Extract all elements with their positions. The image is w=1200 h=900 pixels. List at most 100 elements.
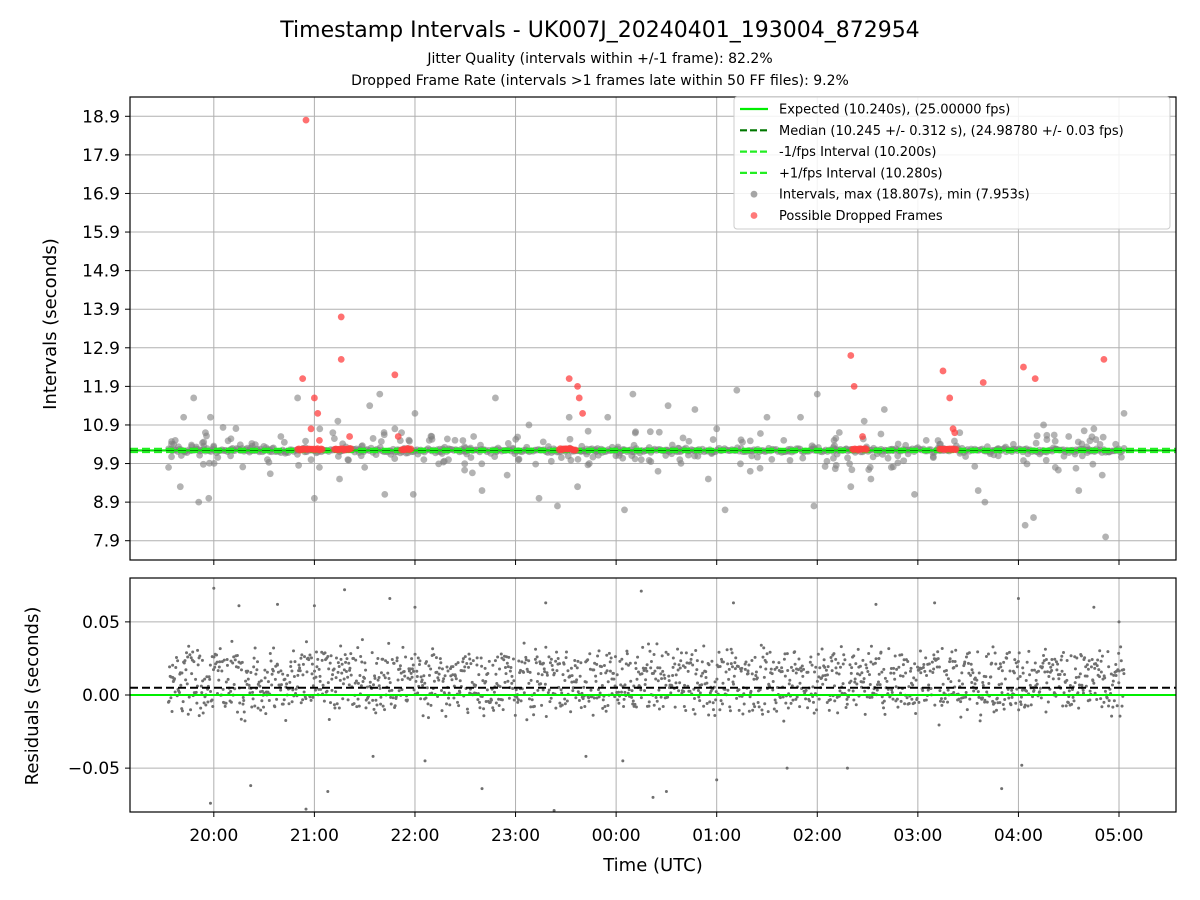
- residual-point: [773, 667, 777, 671]
- interval-point: [866, 463, 874, 471]
- residual-point: [746, 671, 750, 675]
- residual-point: [483, 666, 487, 670]
- residual-point: [1071, 695, 1075, 699]
- residual-point: [314, 675, 318, 679]
- residual-point: [488, 700, 492, 704]
- residual-point: [458, 690, 462, 694]
- dropped-frame-point: [337, 355, 345, 363]
- interval-point: [334, 417, 342, 425]
- residual-point: [844, 706, 848, 710]
- residual-point: [1122, 672, 1126, 676]
- residual-point: [477, 700, 481, 704]
- residual-point: [885, 679, 889, 683]
- residual-point: [357, 704, 361, 708]
- residual-point: [232, 682, 236, 686]
- residual-point: [618, 659, 622, 663]
- interval-point: [478, 460, 486, 468]
- residual-point: [478, 706, 482, 710]
- residual-point: [391, 696, 395, 700]
- residual-point: [596, 688, 600, 692]
- residual-point: [255, 668, 259, 672]
- residual-point: [634, 661, 638, 665]
- residual-point: [201, 679, 205, 683]
- residual-point: [363, 661, 367, 665]
- dropped-frame-point: [346, 433, 353, 440]
- residual-point: [897, 665, 901, 669]
- residual-point: [667, 679, 671, 683]
- residual-point: [592, 668, 596, 672]
- residual-point: [529, 705, 533, 709]
- interval-point: [971, 462, 979, 470]
- residual-point: [789, 701, 793, 705]
- residual-point: [787, 682, 791, 686]
- residual-point: [341, 697, 345, 701]
- residual-point: [702, 704, 706, 708]
- residual-point: [260, 699, 264, 703]
- residual-point: [1114, 663, 1118, 667]
- residual-point: [764, 660, 768, 664]
- residual-point: [827, 708, 831, 712]
- residual-point: [275, 663, 279, 667]
- interval-point: [1089, 460, 1097, 468]
- residual-point: [704, 676, 708, 680]
- residual-point: [1114, 673, 1118, 677]
- residual-point: [963, 660, 967, 664]
- residual-point: [1077, 683, 1081, 687]
- residual-point: [1099, 659, 1103, 663]
- residual-point: [1047, 674, 1051, 678]
- residual-point: [511, 657, 515, 661]
- residual-point: [1099, 697, 1103, 701]
- residual-point: [372, 707, 376, 711]
- residual-point: [893, 654, 897, 658]
- residual-point: [344, 660, 348, 664]
- residual-point: [1077, 706, 1081, 710]
- residual-point: [173, 690, 177, 694]
- interval-point: [704, 475, 712, 483]
- residual-point: [811, 685, 815, 689]
- residual-point: [364, 706, 368, 710]
- interval-point: [900, 457, 908, 465]
- residual-point: [414, 679, 418, 683]
- residual-point: [307, 658, 311, 662]
- residual-point: [335, 702, 339, 706]
- residual-point: [651, 671, 655, 675]
- residual-point: [849, 671, 853, 675]
- residual-point: [992, 710, 996, 714]
- residual-point: [401, 645, 405, 649]
- x-tick-label: 05:00: [1095, 826, 1144, 846]
- residual-point: [529, 678, 533, 682]
- residual-point: [601, 706, 605, 710]
- residual-point: [1103, 689, 1107, 693]
- residual-point: [835, 671, 839, 675]
- interval-point: [902, 441, 910, 449]
- residual-point: [426, 716, 430, 720]
- residual-point: [674, 681, 678, 685]
- residual-point: [519, 668, 523, 672]
- residual-point: [329, 654, 333, 658]
- interval-point: [604, 413, 612, 421]
- residual-point: [808, 699, 812, 703]
- residual-point: [889, 667, 893, 671]
- residual-point: [1019, 695, 1023, 699]
- interval-point: [334, 452, 342, 460]
- interval-point: [547, 457, 555, 465]
- dropped-frame-point: [572, 446, 579, 454]
- interval-point: [679, 434, 687, 442]
- residual-point: [824, 678, 828, 682]
- residual-point: [276, 602, 280, 606]
- residual-point: [959, 700, 963, 704]
- residual-point: [262, 705, 266, 709]
- residual-point: [492, 690, 496, 694]
- residual-point: [440, 709, 444, 713]
- residual-point: [555, 650, 559, 654]
- residual-point: [438, 657, 442, 661]
- residual-point: [968, 697, 972, 701]
- residual-point: [212, 655, 216, 659]
- residual-point: [609, 656, 613, 660]
- residual-point: [560, 691, 564, 695]
- residual-point: [398, 667, 402, 671]
- residual-point: [907, 702, 911, 706]
- residual-point: [682, 689, 686, 693]
- residual-point: [576, 659, 580, 663]
- residual-point: [440, 667, 444, 671]
